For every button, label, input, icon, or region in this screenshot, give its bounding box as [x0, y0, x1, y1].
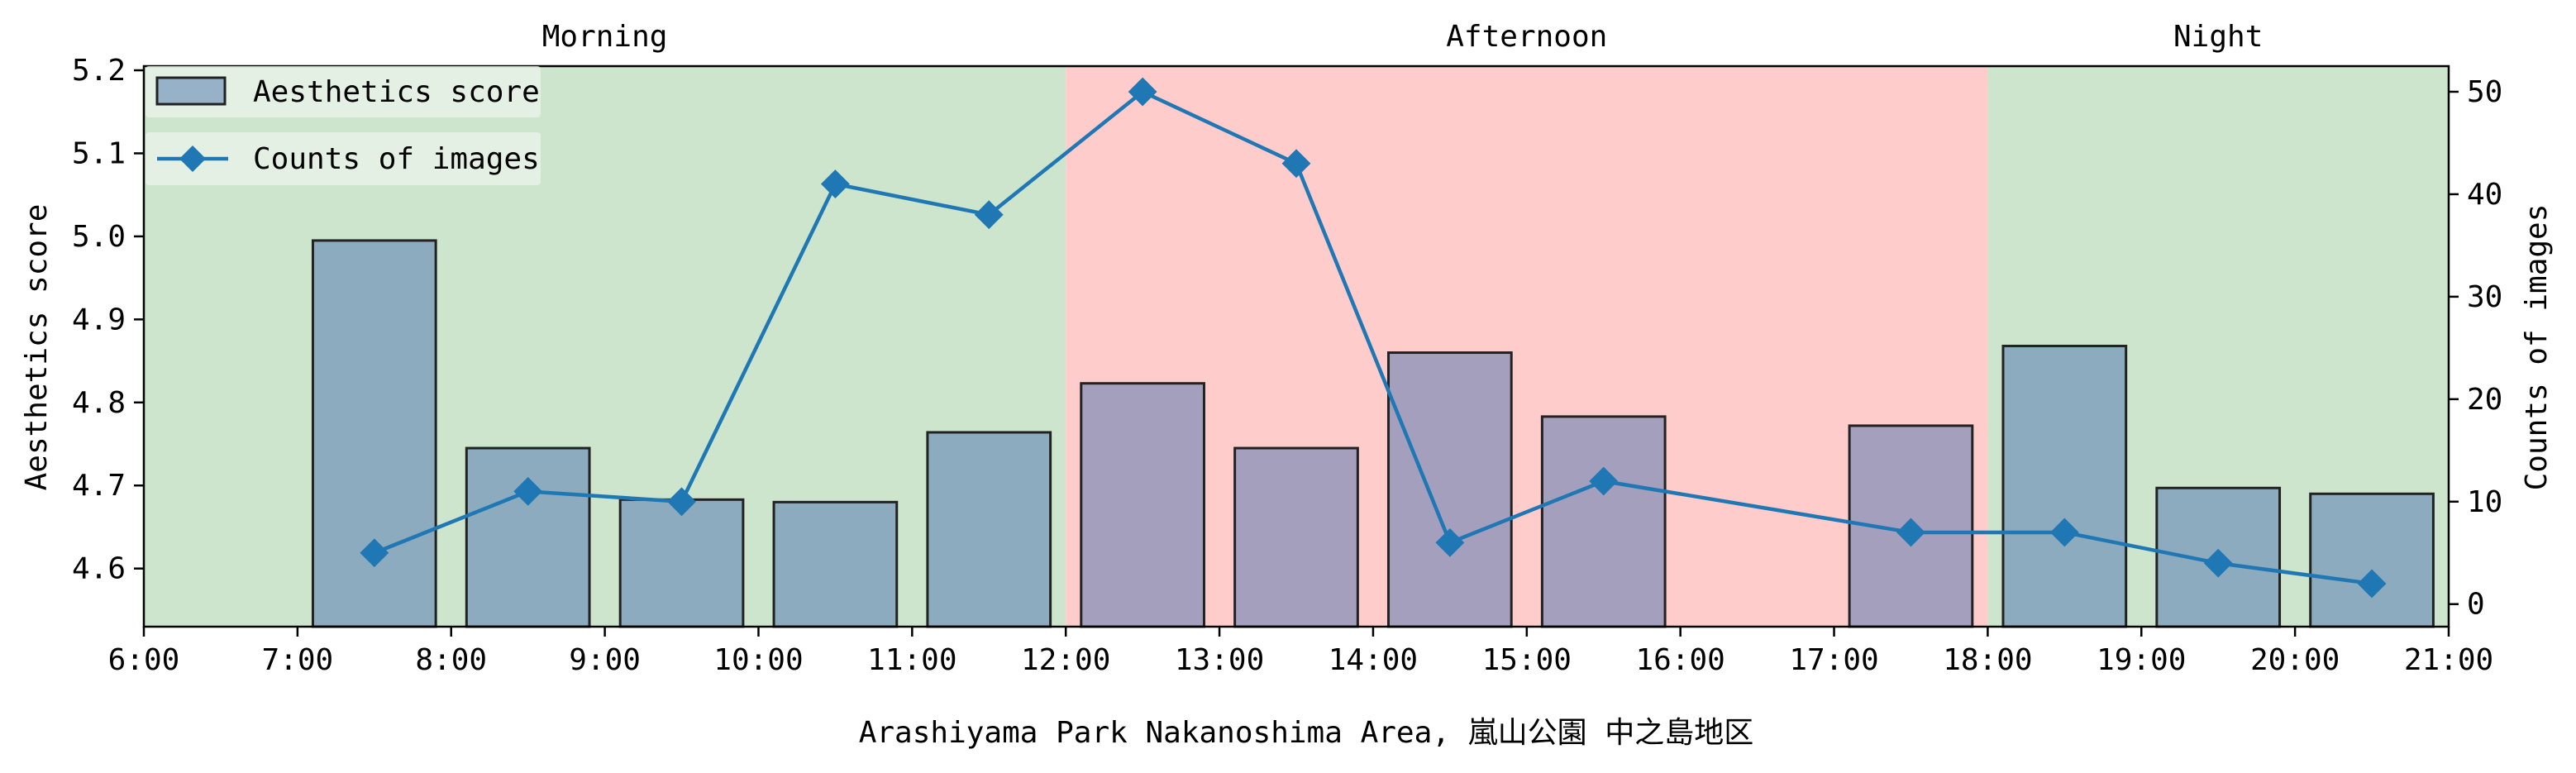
legend-label-bars: Aesthetics score — [253, 75, 540, 109]
bar — [1540, 415, 1667, 628]
bar — [1233, 446, 1359, 628]
bar — [1080, 382, 1205, 628]
y-left-tick-label: 4.9 — [72, 303, 126, 336]
legend-box-bars — [145, 66, 541, 117]
period-label: Morning — [542, 20, 668, 54]
y-axis-left-title: Aesthetics score — [20, 204, 54, 491]
x-axis-title: Arashiyama Park Nakanoshima Area, 嵐山公園 中… — [859, 716, 1754, 750]
line-series — [360, 77, 2387, 599]
bar — [311, 239, 437, 628]
y-right-tick-label: 20 — [2467, 383, 2502, 417]
line-point — [667, 487, 696, 517]
legend-label-line: Counts of images — [253, 142, 540, 176]
plot-frame — [142, 64, 2450, 628]
bar — [926, 431, 1052, 628]
y-right-tick-label: 10 — [2467, 485, 2502, 519]
y-left-tick-label: 5.1 — [72, 136, 126, 170]
legend-box-line — [145, 132, 541, 185]
x-tick-label: 20:00 — [2250, 643, 2340, 677]
line-point — [2357, 569, 2387, 599]
line-point — [2203, 548, 2233, 578]
line-point — [360, 538, 389, 568]
x-tick-label: 16:00 — [1635, 643, 1724, 677]
y-right-tick-label: 30 — [2467, 280, 2502, 314]
line-point — [974, 200, 1004, 230]
bar — [618, 498, 745, 628]
x-tick-label: 13:00 — [1175, 643, 1264, 677]
y-left-tick-label: 4.7 — [72, 469, 126, 503]
x-tick-label: 6:00 — [108, 643, 180, 677]
line-point — [1896, 518, 1925, 547]
period-label: Night — [2173, 20, 2263, 54]
y-right-tick-label: 50 — [2467, 75, 2502, 109]
x-tick-label: 17:00 — [1789, 643, 1878, 677]
y-left-tick-label: 4.8 — [72, 386, 126, 420]
y-right-tick-label: 40 — [2467, 178, 2502, 212]
x-tick-label: 10:00 — [713, 643, 803, 677]
legend-swatch-marker — [179, 146, 206, 172]
x-tick-label: 7:00 — [262, 643, 334, 677]
x-tick-label: 21:00 — [2404, 643, 2493, 677]
bar — [465, 446, 591, 628]
x-tick-label: 19:00 — [2097, 643, 2186, 677]
line-point — [513, 476, 543, 506]
line-point — [820, 169, 850, 198]
x-tick-label: 11:00 — [867, 643, 956, 677]
line-point — [2049, 518, 2079, 547]
x-tick-label: 8:00 — [415, 643, 487, 677]
bar — [2001, 344, 2128, 628]
bar-series — [311, 239, 2435, 628]
y-right-tick-label: 0 — [2467, 588, 2485, 622]
legend: Aesthetics score Counts of images — [145, 66, 541, 185]
line-point — [1435, 527, 1465, 557]
x-tick-label: 14:00 — [1329, 643, 1418, 677]
y-axis-right-title: Counts of images — [2520, 204, 2554, 491]
line-point — [1589, 466, 1619, 496]
line-point — [1128, 77, 1157, 107]
y-left-tick-label: 5.2 — [72, 54, 126, 88]
period-band — [1066, 66, 1988, 627]
legend-swatch-bar — [155, 76, 227, 106]
axes: 6:00 7:00 8:00 9:00 10:00 11:00 12:00 13:00 14:0… — [72, 54, 2502, 677]
bar — [2309, 492, 2435, 628]
x-tick-label: 18:00 — [1943, 643, 2032, 677]
bar — [1387, 351, 1513, 628]
x-tick-label: 15:00 — [1482, 643, 1572, 677]
y-left-tick-label: 4.6 — [72, 552, 126, 586]
x-tick-label: 12:00 — [1021, 643, 1110, 677]
period-label: Afternoon — [1446, 20, 1607, 54]
bar — [772, 500, 899, 628]
line-point — [1281, 149, 1311, 179]
x-tick-label: 9:00 — [569, 643, 641, 677]
y-left-tick-label: 5.0 — [72, 220, 126, 254]
